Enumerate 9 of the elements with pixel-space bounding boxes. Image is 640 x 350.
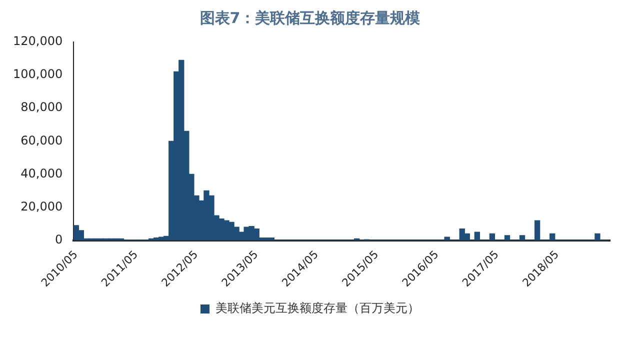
y-tick-label: 120,000 bbox=[13, 34, 63, 48]
y-tick-label: 0 bbox=[54, 232, 63, 246]
y-tick-label: 60,000 bbox=[20, 133, 63, 148]
y-tick-label: 40,000 bbox=[20, 166, 63, 180]
legend-label: 美联储美元互换额度存量（百万美元） bbox=[216, 301, 420, 316]
y-tick-label: 80,000 bbox=[20, 100, 63, 114]
y-tick-label: 100,000 bbox=[13, 67, 63, 82]
y-tick-label: 20,000 bbox=[20, 199, 63, 214]
chart-title: 图表7：美联储互换额度存量规模 bbox=[200, 8, 422, 27]
